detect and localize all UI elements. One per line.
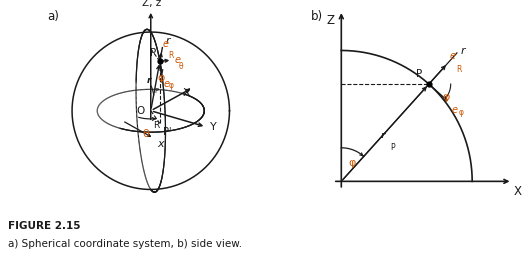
Text: φ: φ: [348, 158, 355, 168]
Text: a) Spherical coordinate system, b) side view.: a) Spherical coordinate system, b) side …: [8, 239, 242, 249]
Text: X: X: [183, 88, 190, 98]
Text: e: e: [450, 51, 455, 61]
Text: Y: Y: [210, 122, 217, 132]
Text: R: R: [153, 120, 159, 130]
Text: X: X: [514, 185, 522, 198]
Text: Z: Z: [326, 14, 334, 27]
Text: φ: φ: [442, 92, 449, 102]
Text: φ: φ: [157, 73, 165, 83]
Text: P: P: [150, 47, 156, 58]
Text: P: P: [390, 143, 395, 152]
Text: r: r: [165, 36, 170, 46]
Text: Z, z: Z, z: [142, 0, 161, 8]
Text: θ: θ: [179, 62, 184, 71]
Text: φ: φ: [168, 81, 174, 90]
Text: x: x: [157, 139, 163, 149]
Text: R: R: [457, 64, 462, 74]
Text: e: e: [174, 55, 180, 65]
Text: a): a): [47, 10, 59, 23]
Text: FIGURE 2.15: FIGURE 2.15: [8, 221, 80, 231]
Text: O: O: [137, 106, 145, 116]
Text: P: P: [154, 88, 158, 94]
Text: φ: φ: [459, 108, 463, 117]
Text: e: e: [163, 39, 169, 49]
Text: P: P: [416, 69, 422, 79]
Text: e: e: [163, 79, 170, 89]
Text: P': P': [163, 127, 171, 137]
Text: b): b): [311, 10, 323, 23]
Text: R: R: [168, 52, 173, 60]
Text: r: r: [147, 76, 151, 85]
Text: r: r: [460, 46, 465, 56]
Text: θ: θ: [143, 129, 150, 139]
Text: r: r: [380, 131, 385, 140]
Text: e: e: [452, 105, 458, 115]
